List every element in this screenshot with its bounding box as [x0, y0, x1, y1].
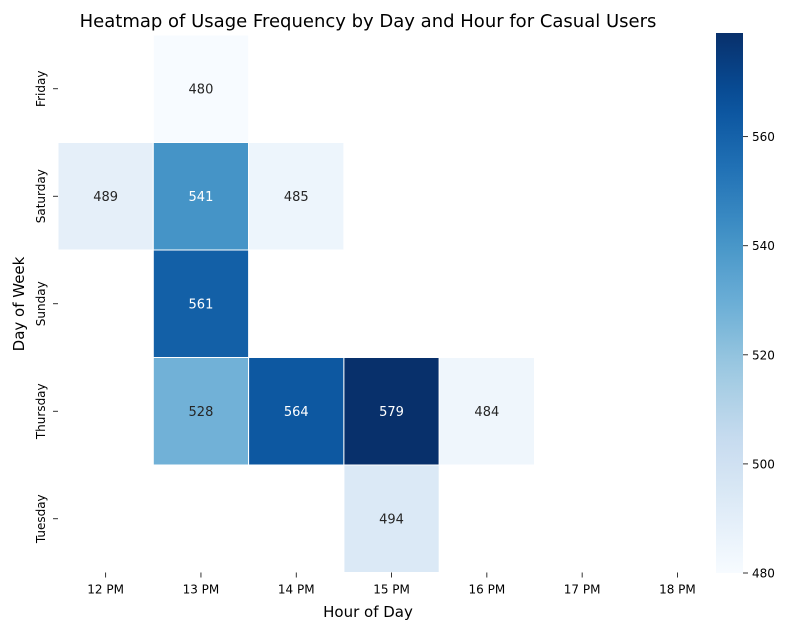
- heatmap-cells: 480 489 541 485 561 528 564 579 484 494: [57, 34, 536, 573]
- x-axis-label: Hour of Day: [323, 603, 413, 621]
- cell-value-label: 484: [474, 405, 499, 420]
- heatmap-cell: [438, 357, 536, 466]
- y-tick-label: Friday: [34, 71, 48, 107]
- cell-value-label: 528: [189, 405, 214, 420]
- cell-value-label: 564: [284, 405, 309, 420]
- y-axis-label: Day of Week: [10, 256, 28, 351]
- y-tick-label: Thursday: [34, 383, 48, 440]
- y-tick-label: Saturday: [34, 169, 48, 223]
- heatmap-cell: [152, 249, 250, 358]
- y-tick-label: Sunday: [34, 281, 48, 326]
- heatmap-cell: [152, 357, 250, 466]
- colorbar-tick-label: 480: [752, 567, 775, 581]
- cell-value-label: 579: [379, 405, 404, 420]
- colorbar-tick-label: 500: [752, 457, 775, 471]
- x-tick-label: 15 PM: [373, 583, 410, 597]
- cell-value-label: 561: [189, 297, 214, 312]
- heatmap-cell: [248, 142, 345, 251]
- x-tick-label: 12 PM: [87, 583, 124, 597]
- cell-value-label: 489: [93, 190, 118, 205]
- y-axis: Friday Saturday Sunday Thursday Tuesday: [34, 71, 58, 544]
- y-tick-label: Tuesday: [34, 494, 48, 544]
- heatmap-cell: [152, 142, 250, 251]
- heatmap-cell: [152, 34, 250, 143]
- chart-title: Heatmap of Usage Frequency by Day and Ho…: [80, 11, 657, 32]
- colorbar-tick-label: 560: [752, 130, 775, 144]
- heatmap-cell: [343, 357, 440, 466]
- colorbar-tick-label: 520: [752, 348, 775, 362]
- cell-value-label: 541: [189, 190, 214, 205]
- x-tick-label: 16 PM: [469, 583, 506, 597]
- colorbar: 480 500 520 540 560: [716, 33, 775, 581]
- x-axis: 12 PM 13 PM 14 PM 15 PM 16 PM 17 PM 18 PM: [87, 572, 696, 597]
- heatmap-cell: [248, 357, 345, 466]
- cell-value-label: 480: [189, 82, 214, 97]
- cell-value-label: 494: [379, 512, 404, 527]
- x-tick-label: 14 PM: [278, 583, 315, 597]
- heatmap-cell: [343, 464, 440, 573]
- colorbar-tick-label: 540: [752, 239, 775, 253]
- heatmap-cell: [57, 142, 154, 251]
- x-tick-label: 18 PM: [659, 583, 696, 597]
- cell-value-label: 485: [284, 190, 309, 205]
- x-tick-label: 13 PM: [183, 583, 220, 597]
- x-tick-label: 17 PM: [564, 583, 601, 597]
- colorbar-gradient: [716, 33, 743, 573]
